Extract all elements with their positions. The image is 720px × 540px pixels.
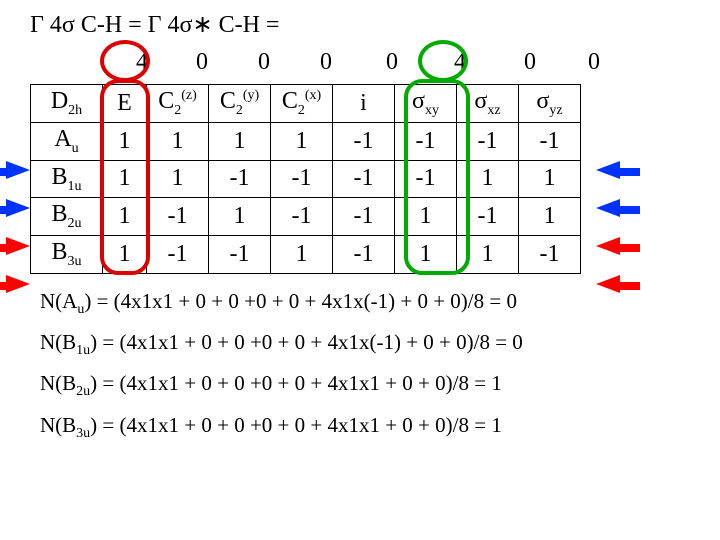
number-cell: 4 <box>430 49 490 76</box>
arrow-marker <box>596 275 640 299</box>
row-label: B3u <box>31 236 103 274</box>
table-cell: 1 <box>103 198 147 236</box>
table-cell: -1 <box>395 160 457 198</box>
table-cell: 1 <box>395 236 457 274</box>
table-cell: 1 <box>103 160 147 198</box>
numbers-row: 40000400 <box>102 44 690 84</box>
table-cell: 1 <box>103 236 147 274</box>
number-cell: 0 <box>362 49 422 76</box>
table-header: σyz <box>519 85 581 123</box>
number-cell: 0 <box>296 49 356 76</box>
equation: N(B1u) = (4x1x1 + 0 + 0 +0 + 0 + 4x1x(-1… <box>40 330 690 359</box>
arrow-marker <box>0 199 30 223</box>
table-cell: -1 <box>519 122 581 160</box>
row-label: B1u <box>31 160 103 198</box>
table-cell: -1 <box>519 236 581 274</box>
table-cell: -1 <box>147 198 209 236</box>
table-header: C2(y) <box>209 85 271 123</box>
equation: N(B2u) = (4x1x1 + 0 + 0 +0 + 0 + 4x1x1 +… <box>40 371 690 400</box>
table-cell: 1 <box>147 122 209 160</box>
number-cell: 0 <box>172 49 232 76</box>
arrow-marker <box>596 237 640 261</box>
table-cell: -1 <box>271 160 333 198</box>
table-cell: -1 <box>209 160 271 198</box>
table-cell: 1 <box>395 198 457 236</box>
table-cell: -1 <box>333 198 395 236</box>
table-cell: -1 <box>457 198 519 236</box>
row-label: Au <box>31 122 103 160</box>
title: Γ 4σ C-H = Γ 4σ∗ C-H = <box>30 10 690 39</box>
equation: N(B3u) = (4x1x1 + 0 + 0 +0 + 0 + 4x1x1 +… <box>40 413 690 442</box>
arrow-marker <box>0 237 30 261</box>
table-cell: -1 <box>333 160 395 198</box>
table-cell: 1 <box>271 122 333 160</box>
table-header: C2(z) <box>147 85 209 123</box>
number-cell: 0 <box>234 49 294 76</box>
table-cell: -1 <box>209 236 271 274</box>
table-header: σxz <box>457 85 519 123</box>
table-header: C2(x) <box>271 85 333 123</box>
table-cell: -1 <box>147 236 209 274</box>
table-cell: 1 <box>271 236 333 274</box>
arrow-marker <box>596 199 640 223</box>
table-cell: -1 <box>333 122 395 160</box>
table-cell: 1 <box>209 198 271 236</box>
table-cell: 1 <box>457 236 519 274</box>
equations-block: N(Au) = (4x1x1 + 0 + 0 +0 + 0 + 4x1x(-1)… <box>40 289 690 442</box>
arrow-marker <box>596 161 640 185</box>
table-header: E <box>103 85 147 123</box>
arrow-marker <box>0 275 30 299</box>
table-header: σxy <box>395 85 457 123</box>
table-cell: 1 <box>103 122 147 160</box>
table-cell: -1 <box>271 198 333 236</box>
number-cell: 4 <box>112 49 172 76</box>
arrow-marker <box>0 161 30 185</box>
table-cell: -1 <box>333 236 395 274</box>
character-table: D2hEC2(z)C2(y)C2(x)iσxyσxzσyzAu1111-1-1-… <box>30 84 581 274</box>
table-cell: 1 <box>457 160 519 198</box>
equation: N(Au) = (4x1x1 + 0 + 0 +0 + 0 + 4x1x(-1)… <box>40 289 690 318</box>
table-cell: -1 <box>457 122 519 160</box>
table-cell: 1 <box>209 122 271 160</box>
row-label: B2u <box>31 198 103 236</box>
table-cell: 1 <box>519 198 581 236</box>
table-cell: 1 <box>147 160 209 198</box>
table-cell: 1 <box>519 160 581 198</box>
number-cell: 0 <box>564 49 624 76</box>
table-header: i <box>333 85 395 123</box>
table-cell: -1 <box>395 122 457 160</box>
number-cell: 0 <box>500 49 560 76</box>
table-header: D2h <box>31 85 103 123</box>
